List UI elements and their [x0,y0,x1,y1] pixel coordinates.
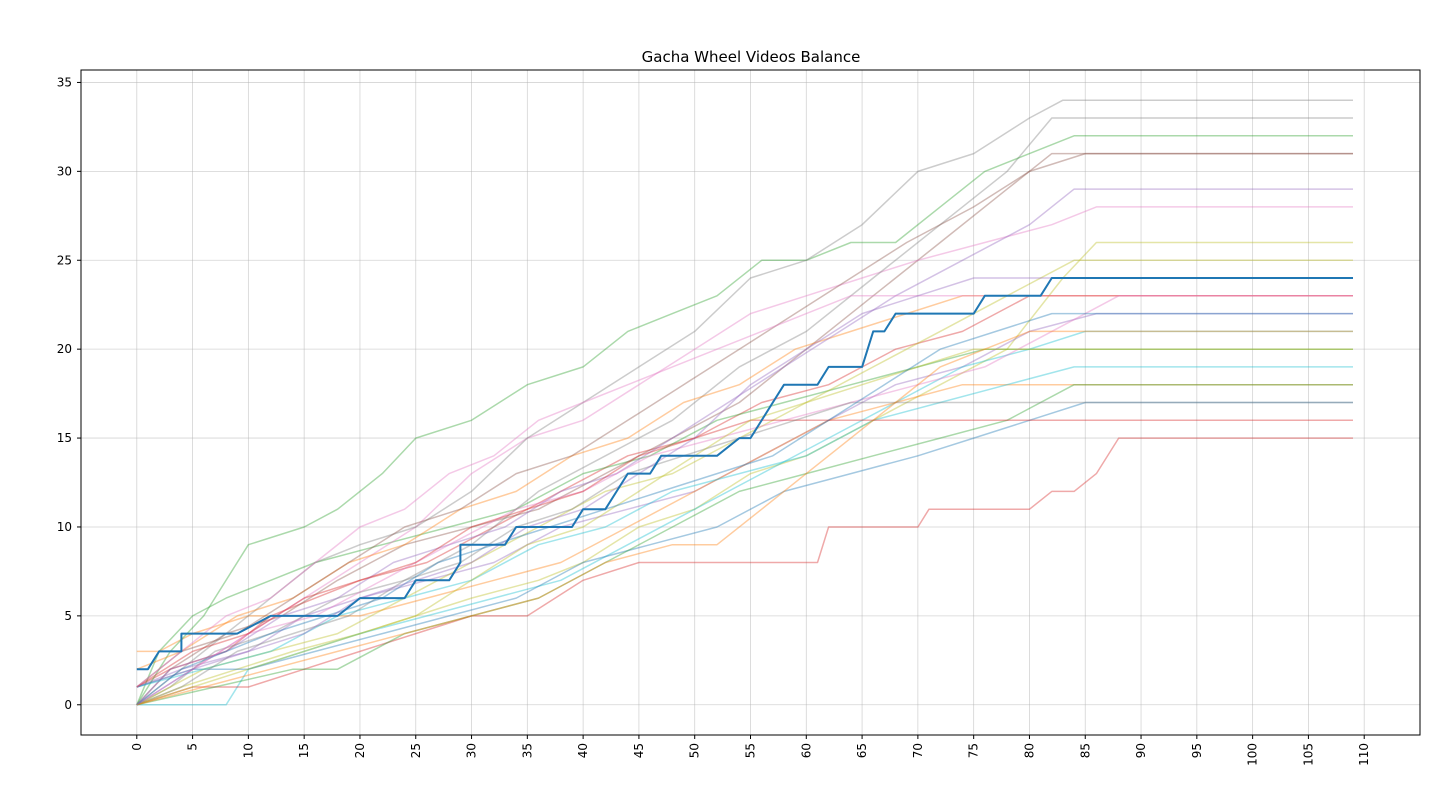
x-tick-label: 95 [1190,743,1204,758]
series-line [136,99,1353,706]
y-tick-label: 30 [57,164,72,178]
x-axis: 0 5 10 15 20 25 30 35 40 45 50 55 60 65 70 75 80 85 90 95 10… [130,735,1371,766]
series-line [136,401,1353,688]
y-tick-label: 20 [57,342,72,356]
series-line [136,206,1353,688]
x-tick-label: 85 [1078,743,1092,758]
series-line [136,135,1353,706]
series-line [136,241,1353,706]
series-line [136,312,1353,688]
x-tick-label: 90 [1134,743,1148,758]
series-lines [136,99,1353,706]
y-tick-label: 35 [57,75,72,89]
x-tick-label: 5 [186,743,200,751]
y-axis: 0 5 10 15 20 25 30 35 [57,75,81,712]
x-tick-label: 55 [744,743,758,758]
series-line-highlight [136,277,1353,671]
series-line [136,295,1353,688]
x-tick-label: 45 [632,743,646,758]
series-line [136,401,1353,706]
x-tick-label: 10 [241,743,255,758]
x-tick-label: 30 [465,743,479,758]
x-tick-label: 60 [799,743,813,758]
series-line [136,348,1353,706]
y-tick-label: 15 [57,431,72,445]
y-tick-label: 5 [64,609,72,623]
x-tick-label: 105 [1301,743,1315,766]
series-line [136,366,1353,688]
x-tick-label: 20 [353,743,367,758]
y-tick-label: 0 [64,698,72,712]
y-tick-label: 25 [57,253,72,267]
x-tick-label: 0 [130,743,144,751]
x-tick-label: 25 [409,743,423,758]
x-tick-label: 100 [1246,743,1260,766]
series-line [136,295,1353,688]
plot-frame [80,69,1421,736]
series-line [136,383,1353,653]
series-line [136,117,1353,706]
x-tick-label: 70 [911,743,925,758]
series-line [136,152,1353,706]
series-line [136,277,1353,706]
grid [81,70,1420,735]
x-tick-label: 80 [1022,743,1036,758]
series-line [136,348,1353,706]
series-line [136,437,1353,706]
series-line [136,419,1353,688]
series-line [136,383,1353,706]
x-tick-label: 15 [297,743,311,758]
series-line [136,330,1353,706]
x-tick-label: 75 [967,743,981,758]
series-line [136,295,1353,706]
x-tick-label: 40 [576,743,590,758]
x-tick-label: 110 [1357,743,1371,766]
x-tick-label: 50 [688,743,702,758]
x-tick-label: 65 [855,743,869,758]
series-line [136,188,1353,706]
series-line [136,330,1353,706]
series-line [136,152,1353,688]
chart-title: Gacha Wheel Videos Balance [642,48,861,66]
y-tick-label: 10 [57,520,72,534]
series-line [136,295,1353,670]
x-tick-label: 35 [520,743,534,758]
